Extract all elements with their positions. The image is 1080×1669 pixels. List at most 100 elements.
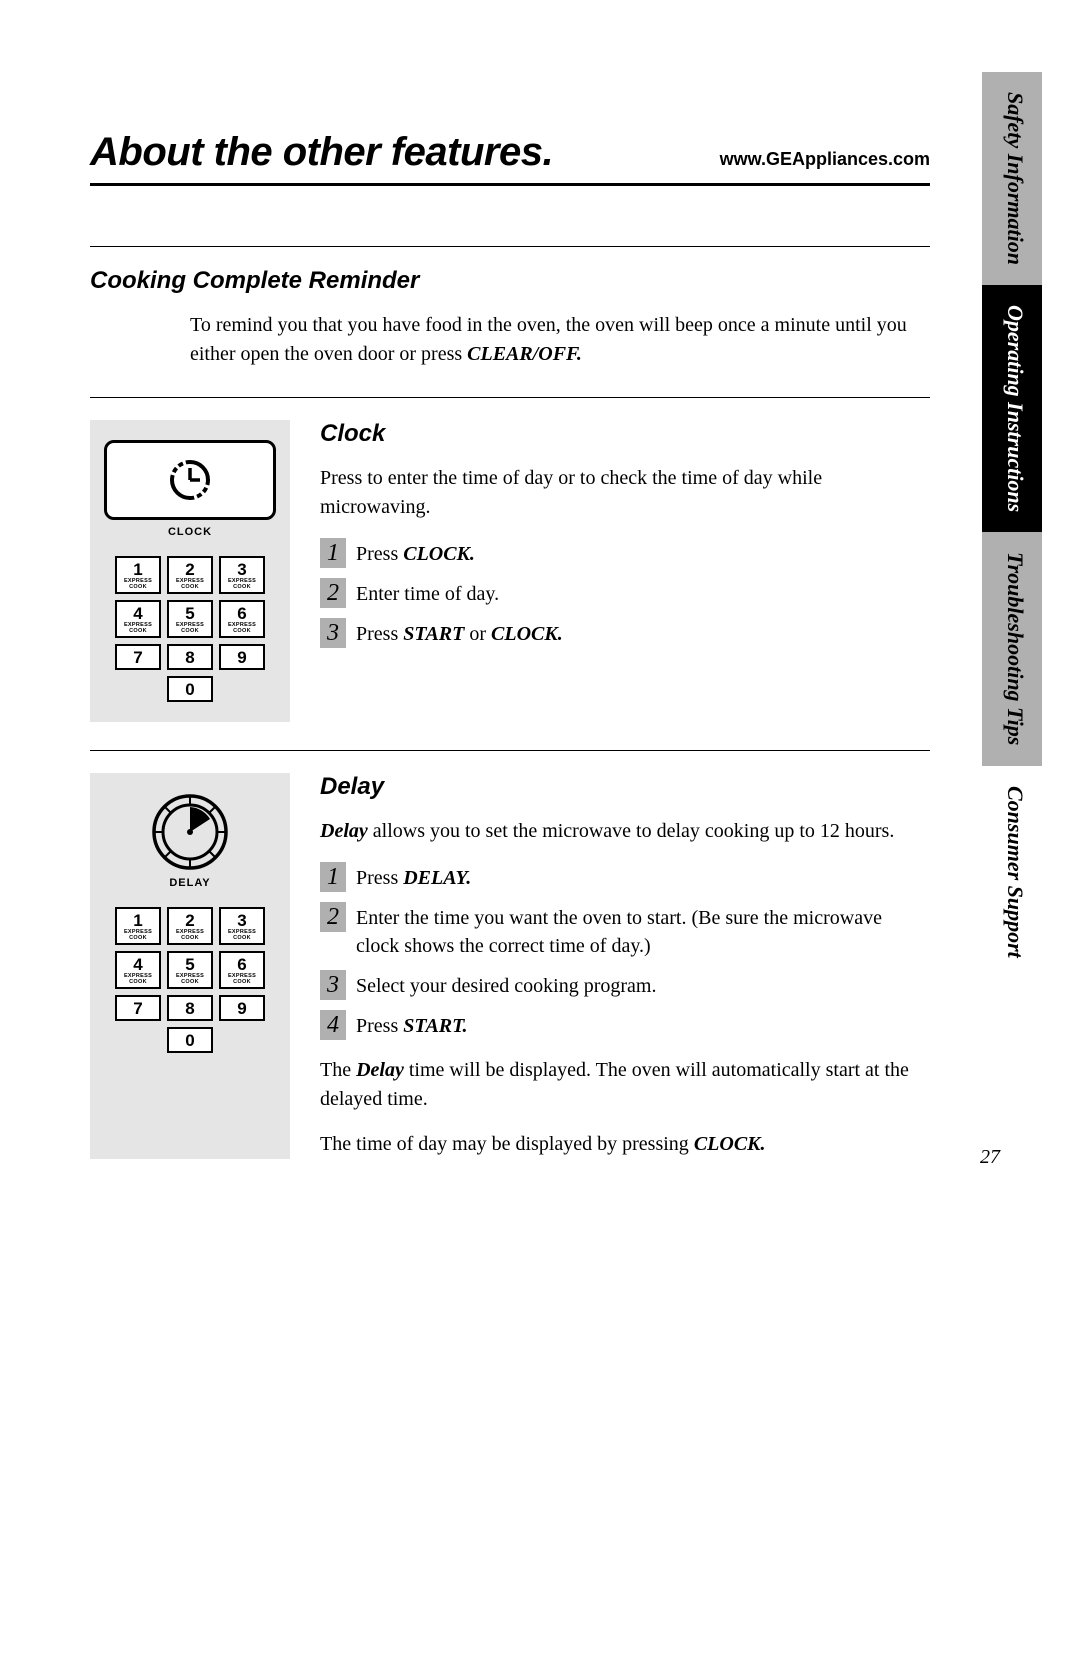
step-number: 3	[320, 618, 346, 648]
delay-outro1: The Delay time will be displayed. The ov…	[320, 1056, 930, 1114]
key-num: 3	[221, 561, 263, 578]
key-sublabel: EXPRESS COOK	[221, 973, 263, 985]
reminder-title: Cooking Complete Reminder	[90, 267, 930, 295]
tab-troubleshooting: Troubleshooting Tips	[982, 532, 1042, 765]
step-number: 1	[320, 862, 346, 892]
reminder-text-b: CLEAR/OFF.	[467, 343, 582, 365]
keypad-key-5: 5EXPRESS COOK	[167, 951, 213, 989]
key-num: 7	[117, 1000, 159, 1017]
keypad-key-7: 7	[115, 995, 161, 1021]
step-text: Press CLOCK.	[356, 538, 475, 568]
key-num: 1	[117, 561, 159, 578]
step-number: 2	[320, 902, 346, 932]
key-sublabel: EXPRESS COOK	[117, 973, 159, 985]
key-num: 2	[169, 561, 211, 578]
page-header: About the other features. www.GEApplianc…	[90, 130, 930, 186]
keypad-key-9: 9	[219, 995, 265, 1021]
key-sublabel: EXPRESS COOK	[169, 973, 211, 985]
tab-operating: Operating Instructions	[982, 285, 1042, 532]
key-sublabel: EXPRESS COOK	[169, 929, 211, 941]
keypad-key-3: 3EXPRESS COOK	[219, 556, 265, 594]
keypad-key-3: 3EXPRESS COOK	[219, 907, 265, 945]
rule	[90, 750, 930, 751]
clock-intro: Press to enter the time of day or to che…	[320, 464, 930, 522]
key-num: 9	[221, 1000, 263, 1017]
key-num: 7	[117, 649, 159, 666]
step: 3Press START or CLOCK.	[320, 618, 930, 648]
delay-keypad: 1EXPRESS COOK2EXPRESS COOK3EXPRESS COOK4…	[115, 907, 265, 1053]
header-url: www.GEAppliances.com	[720, 149, 930, 170]
step-number: 3	[320, 970, 346, 1000]
step: 2 Enter the time you want the oven to sta…	[320, 902, 930, 960]
key-num: 4	[117, 956, 159, 973]
step: 3 Select your desired cooking program.	[320, 970, 930, 1000]
key-sublabel: EXPRESS COOK	[221, 929, 263, 941]
key-num: 8	[169, 649, 211, 666]
key-sublabel: EXPRESS COOK	[117, 622, 159, 634]
page-number: 27	[980, 1146, 1000, 1169]
clock-icon	[168, 458, 212, 502]
key-num: 9	[221, 649, 263, 666]
delay-title: Delay	[320, 773, 930, 801]
reminder-section: Cooking Complete Reminder To remind you …	[90, 267, 930, 369]
key-num: 2	[169, 912, 211, 929]
key-sublabel: EXPRESS COOK	[221, 578, 263, 590]
step-number: 1	[320, 538, 346, 568]
delay-panel-label: DELAY	[104, 877, 276, 889]
clock-keypad: 1EXPRESS COOK2EXPRESS COOK3EXPRESS COOK4…	[115, 556, 265, 702]
clock-steps: 1 Press CLOCK. 2Enter time of day. 3Press S…	[320, 538, 930, 648]
key-num: 0	[169, 1032, 211, 1049]
key-num: 0	[169, 681, 211, 698]
step: 4 Press START.	[320, 1010, 930, 1040]
keypad-key-5: 5EXPRESS COOK	[167, 600, 213, 638]
delay-content: Delay Delay allows you to set the microw…	[320, 773, 930, 1159]
step: 1 Press CLOCK.	[320, 538, 930, 568]
step-text: Enter the time you want the oven to star…	[356, 902, 930, 960]
step-number: 4	[320, 1010, 346, 1040]
step-text: Press START.	[356, 1010, 468, 1040]
key-num: 5	[169, 605, 211, 622]
delay-steps: 1 Press DELAY. 2 Enter the time you want th…	[320, 862, 930, 1040]
step-text: Enter time of day.	[356, 578, 499, 608]
delay-outro2: The time of day may be displayed by pres…	[320, 1130, 930, 1159]
keypad-key-8: 8	[167, 644, 213, 670]
clock-panel-label: CLOCK	[104, 526, 276, 538]
step: 2Enter time of day.	[320, 578, 930, 608]
t: The time of day may be displayed by pres…	[320, 1133, 694, 1155]
key-num: 6	[221, 956, 263, 973]
page-content: Safety Information Operating Instruction…	[0, 0, 1080, 1219]
keypad-key-1: 1EXPRESS COOK	[115, 907, 161, 945]
delay-dial-icon	[151, 793, 229, 871]
step: 1 Press DELAY.	[320, 862, 930, 892]
key-sublabel: EXPRESS COOK	[117, 578, 159, 590]
keypad-key-2: 2EXPRESS COOK	[167, 907, 213, 945]
key-sublabel: EXPRESS COOK	[221, 622, 263, 634]
delay-panel: DELAY 1EXPRESS COOK2EXPRESS COOK3EXPRESS…	[90, 773, 290, 1159]
t: CLOCK.	[694, 1133, 766, 1155]
clock-section: CLOCK 1EXPRESS COOK2EXPRESS COOK3EXPRESS…	[90, 420, 930, 722]
keypad-key-7: 7	[115, 644, 161, 670]
step-text: Select your desired cooking program.	[356, 970, 656, 1000]
clock-display	[104, 440, 276, 520]
key-num: 3	[221, 912, 263, 929]
page-title: About the other features.	[90, 130, 553, 175]
step-text: Press DELAY.	[356, 862, 471, 892]
t: time will be displayed. The oven will au…	[320, 1059, 909, 1110]
key-num: 4	[117, 605, 159, 622]
key-num: 6	[221, 605, 263, 622]
clock-content: Clock Press to enter the time of day or …	[320, 420, 930, 722]
key-num: 5	[169, 956, 211, 973]
clock-panel: CLOCK 1EXPRESS COOK2EXPRESS COOK3EXPRESS…	[90, 420, 290, 722]
keypad-key-4: 4EXPRESS COOK	[115, 951, 161, 989]
keypad-key-9: 9	[219, 644, 265, 670]
keypad-key-2: 2EXPRESS COOK	[167, 556, 213, 594]
t: Delay	[356, 1059, 404, 1081]
keypad-key-0: 0	[167, 676, 213, 702]
delay-section: DELAY 1EXPRESS COOK2EXPRESS COOK3EXPRESS…	[90, 773, 930, 1159]
delay-intro-rest: allows you to set the microwave to delay…	[368, 820, 895, 842]
key-num: 8	[169, 1000, 211, 1017]
side-tabs: Safety Information Operating Instruction…	[982, 72, 1042, 977]
keypad-key-8: 8	[167, 995, 213, 1021]
keypad-key-6: 6EXPRESS COOK	[219, 951, 265, 989]
keypad-key-6: 6EXPRESS COOK	[219, 600, 265, 638]
